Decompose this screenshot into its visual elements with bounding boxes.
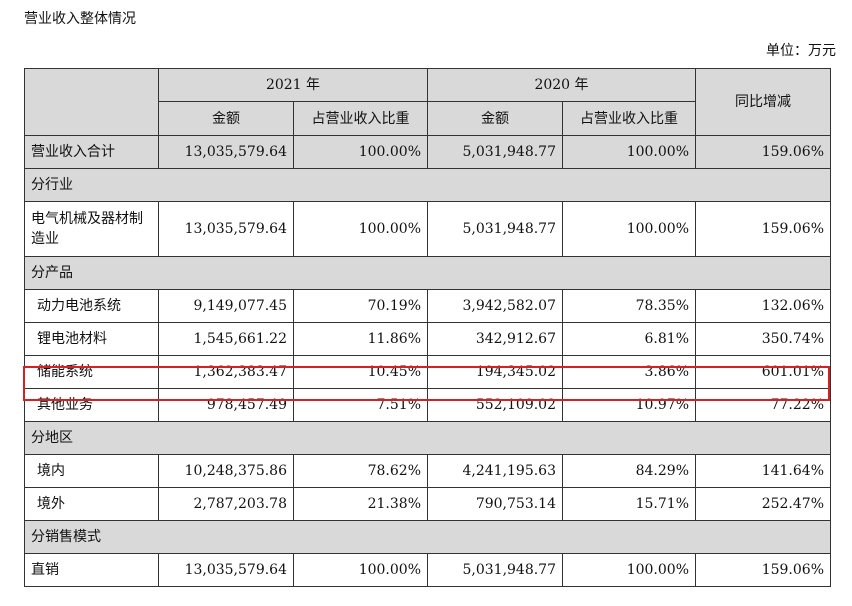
section-label: 分产品 <box>24 256 831 290</box>
amount-2021: 10,248,375.86 <box>158 454 294 488</box>
ratio-2020: 100.00% <box>562 201 696 257</box>
ratio-2020: 15.71% <box>562 487 696 521</box>
amount-2020: 790,753.14 <box>427 487 563 521</box>
ratio-2020: 3.86% <box>562 355 696 389</box>
yoy-change: 350.74% <box>695 322 831 356</box>
ratio-2021: 100.00% <box>293 553 428 587</box>
section-row-sales-mode: 分销售模式 <box>24 520 831 554</box>
amount-2021: 2,787,203.78 <box>158 487 294 521</box>
row-label: 境外 <box>24 487 159 521</box>
header-amount-2021: 金额 <box>158 101 294 136</box>
amount-2021: 9,149,077.45 <box>158 289 294 323</box>
header-amount-2020: 金额 <box>427 101 563 136</box>
ratio-2021: 21.38% <box>293 487 428 521</box>
amount-2021: 13,035,579.64 <box>158 553 294 587</box>
table-title: 营业收入整体情况 <box>24 11 136 27</box>
unit-label: 单位：万元 <box>766 43 836 59</box>
ratio-2021: 10.45% <box>293 355 428 389</box>
table-row: 其他业务 978,457.49 7.51% 552,109.02 10.97% … <box>24 388 831 422</box>
amount-2020: 5,031,948.77 <box>427 553 563 587</box>
table-row: 锂电池材料 1,545,661.22 11.86% 342,912.67 6.8… <box>24 322 831 356</box>
amount-2021: 13,035,579.64 <box>158 201 294 257</box>
table-row: 电气机械及器材制造业 13,035,579.64 100.00% 5,031,9… <box>24 201 831 257</box>
section-label: 分行业 <box>24 168 831 202</box>
amount-2020: 4,241,195.63 <box>427 454 563 488</box>
row-label: 电气机械及器材制造业 <box>24 201 159 257</box>
amount-2021: 1,362,383.47 <box>158 355 294 389</box>
row-label: 境内 <box>24 454 159 488</box>
amount-2021: 978,457.49 <box>158 388 294 422</box>
yoy-change: 252.47% <box>695 487 831 521</box>
ratio-2020: 84.29% <box>562 454 696 488</box>
yoy-change: 77.22% <box>695 388 831 422</box>
section-row-product: 分产品 <box>24 256 831 290</box>
section-label: 分销售模式 <box>24 520 831 554</box>
header-yoy: 同比增减 <box>695 68 831 136</box>
header-ratio-2020: 占营业收入比重 <box>562 101 696 136</box>
table-row: 境内 10,248,375.86 78.62% 4,241,195.63 84.… <box>24 454 831 488</box>
amount-2021: 1,545,661.22 <box>158 322 294 356</box>
row-label: 储能系统 <box>24 355 159 389</box>
section-row-industry: 分行业 <box>24 168 831 202</box>
row-label: 锂电池材料 <box>24 322 159 356</box>
ratio-2021: 7.51% <box>293 388 428 422</box>
ratio-2021: 100.00% <box>293 135 428 169</box>
amount-2021: 13,035,579.64 <box>158 135 294 169</box>
table-row-total: 营业收入合计 13,035,579.64 100.00% 5,031,948.7… <box>24 135 831 169</box>
header-empty-cell <box>24 68 159 136</box>
ratio-2021: 100.00% <box>293 201 428 257</box>
ratio-2020: 6.81% <box>562 322 696 356</box>
yoy-change: 159.06% <box>695 553 831 587</box>
amount-2020: 5,031,948.77 <box>427 135 563 169</box>
yoy-change: 159.06% <box>695 201 831 257</box>
row-label: 其他业务 <box>24 388 159 422</box>
ratio-2020: 78.35% <box>562 289 696 323</box>
ratio-2020: 100.00% <box>562 553 696 587</box>
revenue-table: 2021 年 2020 年 同比增减 金额 占营业收入比重 金额 占营业收入比重… <box>24 68 831 587</box>
table-row: 直销 13,035,579.64 100.00% 5,031,948.77 10… <box>24 553 831 587</box>
yoy-change: 141.64% <box>695 454 831 488</box>
amount-2020: 5,031,948.77 <box>427 201 563 257</box>
yoy-change: 132.06% <box>695 289 831 323</box>
yoy-change: 159.06% <box>695 135 831 169</box>
header-2020: 2020 年 <box>427 68 696 102</box>
ratio-2021: 70.19% <box>293 289 428 323</box>
row-label: 营业收入合计 <box>24 135 159 169</box>
yoy-change: 601.01% <box>695 355 831 389</box>
amount-2020: 3,942,582.07 <box>427 289 563 323</box>
section-label: 分地区 <box>24 421 831 455</box>
section-row-region: 分地区 <box>24 421 831 455</box>
header-ratio-2021: 占营业收入比重 <box>293 101 428 136</box>
header-2021: 2021 年 <box>158 68 428 102</box>
ratio-2021: 78.62% <box>293 454 428 488</box>
row-label: 直销 <box>24 553 159 587</box>
amount-2020: 342,912.67 <box>427 322 563 356</box>
table-row: 动力电池系统 9,149,077.45 70.19% 3,942,582.07 … <box>24 289 831 323</box>
table-row-highlighted: 储能系统 1,362,383.47 10.45% 194,345.02 3.86… <box>24 355 831 389</box>
table-row: 境外 2,787,203.78 21.38% 790,753.14 15.71%… <box>24 487 831 521</box>
ratio-2021: 11.86% <box>293 322 428 356</box>
amount-2020: 194,345.02 <box>427 355 563 389</box>
row-label: 动力电池系统 <box>24 289 159 323</box>
ratio-2020: 10.97% <box>562 388 696 422</box>
ratio-2020: 100.00% <box>562 135 696 169</box>
amount-2020: 552,109.02 <box>427 388 563 422</box>
